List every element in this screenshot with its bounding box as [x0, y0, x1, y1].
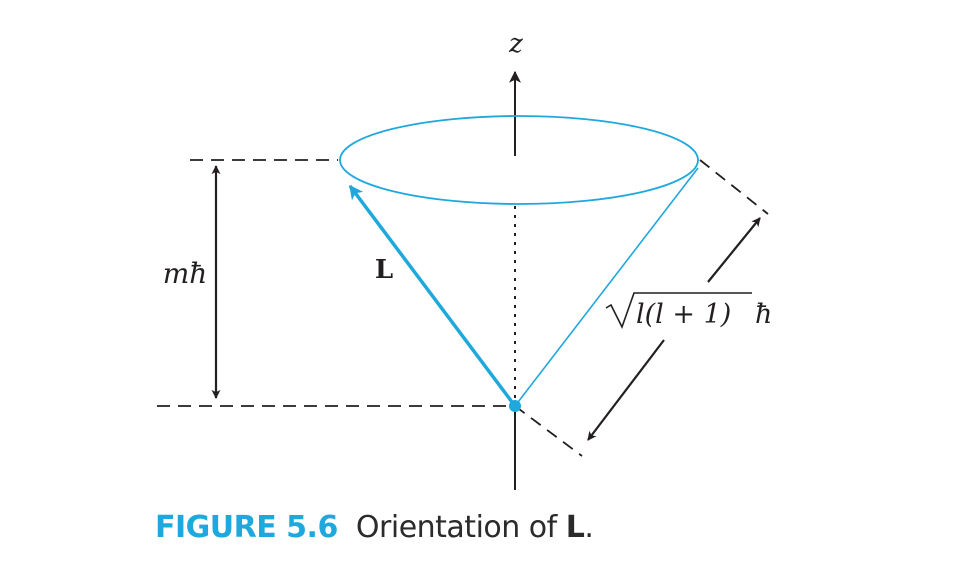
z-axis-label: z	[508, 29, 523, 59]
caption-symbol: L	[565, 510, 585, 545]
caption-figure-number: FIGURE 5.6	[155, 510, 338, 545]
magnitude-arrow-upper	[707, 217, 761, 283]
caption-period: .	[584, 510, 594, 545]
magnitude-arrow-lower	[587, 339, 665, 441]
slant-dashed-line-upper	[699, 159, 769, 215]
magnitude-label: l(l + 1) ħ	[605, 292, 772, 330]
slant-dashed-line-lower	[514, 405, 583, 457]
caption-text: Orientation of	[355, 510, 566, 545]
l-vector	[348, 184, 517, 408]
cone-rim	[339, 115, 699, 205]
magnitude-unit: ħ	[755, 299, 772, 330]
figure-caption: FIGURE 5.6 Orientation of L.	[155, 510, 594, 545]
caption-spacer	[338, 510, 356, 545]
m-hbar-label: mħ	[163, 257, 208, 290]
l-vector-label: L	[375, 255, 393, 285]
origin-point	[509, 400, 521, 412]
cone-right-edge	[514, 167, 699, 407]
magnitude-radicand: l(l + 1)	[636, 299, 731, 330]
angular-momentum-diagram: z mħ l(l + 1) ħ L	[157, 29, 772, 490]
radical-sign-icon	[605, 292, 752, 330]
